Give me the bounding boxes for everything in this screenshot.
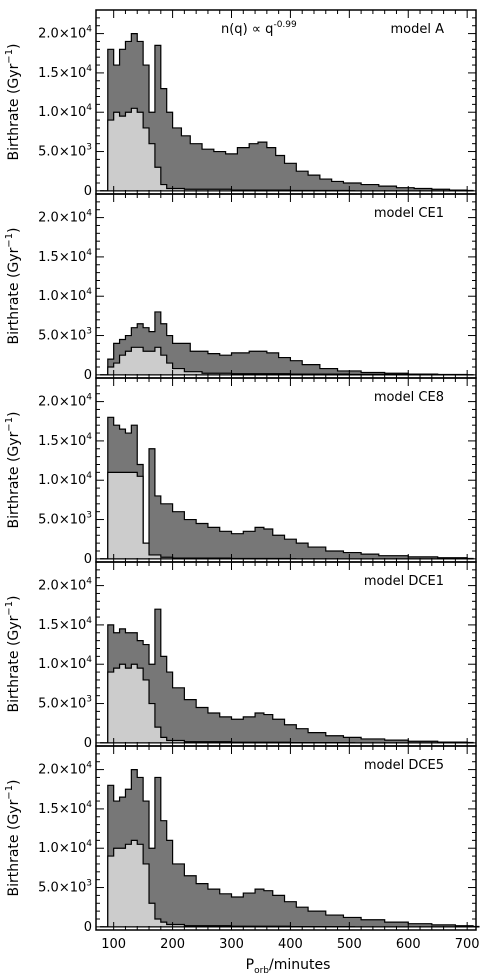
y-tick-label: 5.0×103: [38, 695, 92, 712]
panel-model-dce1: 0 5.0×103 1.0×104 1.5×104 2.0×104 Birthrate (…: [4, 561, 477, 751]
y-tick-label: 1.5×104: [38, 248, 92, 265]
y-tick-label: 1.0×104: [38, 471, 92, 488]
y-axis-title: Birthrate (Gyr−1): [4, 43, 22, 160]
panels: 0 5.0×103 1.0×104 1.5×104 2.0×104 Birthrate (…: [4, 9, 480, 935]
y-tick-label: 1.0×104: [38, 839, 92, 856]
panel-label: model CE8: [374, 390, 444, 405]
panel-model-ce1: 0 5.0×103 1.0×104 1.5×104 2.0×104 Birthrate (…: [4, 193, 477, 383]
y-axis-title: Birthrate (Gyr−1): [4, 595, 22, 712]
y-tick-label: 5.0×103: [38, 327, 92, 344]
series-sub-histogram: [100, 107, 356, 192]
y-tick-label: 0: [84, 184, 92, 199]
x-tick-label: 100: [101, 937, 126, 952]
series-total-histogram: [100, 416, 474, 560]
series-total-histogram: [100, 608, 474, 744]
panel-model-dce5: 0 5.0×103 1.0×104 1.5×104 2.0×104 Birthrate (…: [4, 745, 480, 935]
y-tick-label: 2.0×104: [38, 393, 92, 410]
y-tick-label: 1.5×104: [38, 64, 92, 81]
series-total-histogram: [100, 32, 474, 192]
panel-frame: [95, 745, 477, 931]
x-tick-label: 300: [219, 937, 244, 952]
x-tick-label: 200: [160, 937, 185, 952]
x-axis: 100 200 300 400 500 600 700 Porb/minutes: [101, 937, 479, 976]
panel-label: model DCE5: [364, 758, 444, 773]
y-tick-label: 0: [84, 368, 92, 383]
panel-model-ce8: 0 5.0×103 1.0×104 1.5×104 2.0×104 Birthrate (…: [4, 377, 477, 567]
y-tick-label: 5.0×103: [38, 879, 92, 896]
x-axis-title: Porb/minutes: [246, 957, 331, 976]
y-tick-label: 2.0×104: [38, 209, 92, 226]
y-tick-label: 0: [84, 920, 92, 935]
y-tick-label: 1.0×104: [38, 287, 92, 304]
y-tick-label: 0: [84, 736, 92, 751]
y-tick-label: 1.5×104: [38, 800, 92, 817]
series-sub-histogram: [100, 663, 356, 744]
y-tick-label: 2.0×104: [38, 25, 92, 42]
series-sub-histogram: [100, 471, 297, 560]
y-axis-title: Birthrate (Gyr−1): [4, 227, 22, 344]
y-tick-label: 1.5×104: [38, 616, 92, 633]
x-tick-label: 600: [396, 937, 421, 952]
x-tick-label: 400: [278, 937, 303, 952]
y-tick-label: 5.0×103: [38, 511, 92, 528]
panel-model-a: 0 5.0×103 1.0×104 1.5×104 2.0×104 Birthrate (…: [4, 9, 477, 199]
y-tick-label: 5.0×103: [38, 143, 92, 160]
panel-label: model CE1: [374, 206, 444, 221]
y-tick-label: 2.0×104: [38, 577, 92, 594]
y-axis-title: Birthrate (Gyr−1): [4, 411, 22, 528]
annotation-power-law: n(q) ∝ q-0.99: [221, 20, 297, 37]
series-total-histogram: [100, 311, 474, 376]
y-tick-label: 2.0×104: [38, 761, 92, 778]
y-tick-label: 1.0×104: [38, 655, 92, 672]
series-sub-histogram: [100, 839, 356, 928]
x-tick-label: 500: [337, 937, 362, 952]
x-tick-label: 700: [455, 937, 480, 952]
y-tick-label: 1.0×104: [38, 103, 92, 120]
panel-label: model A: [390, 22, 444, 37]
y-axis-title: Birthrate (Gyr−1): [4, 779, 22, 896]
y-tick-label: 0: [84, 552, 92, 567]
panel-label: model DCE1: [364, 574, 444, 589]
y-tick-label: 1.5×104: [38, 432, 92, 449]
series-total-histogram: [100, 768, 480, 928]
